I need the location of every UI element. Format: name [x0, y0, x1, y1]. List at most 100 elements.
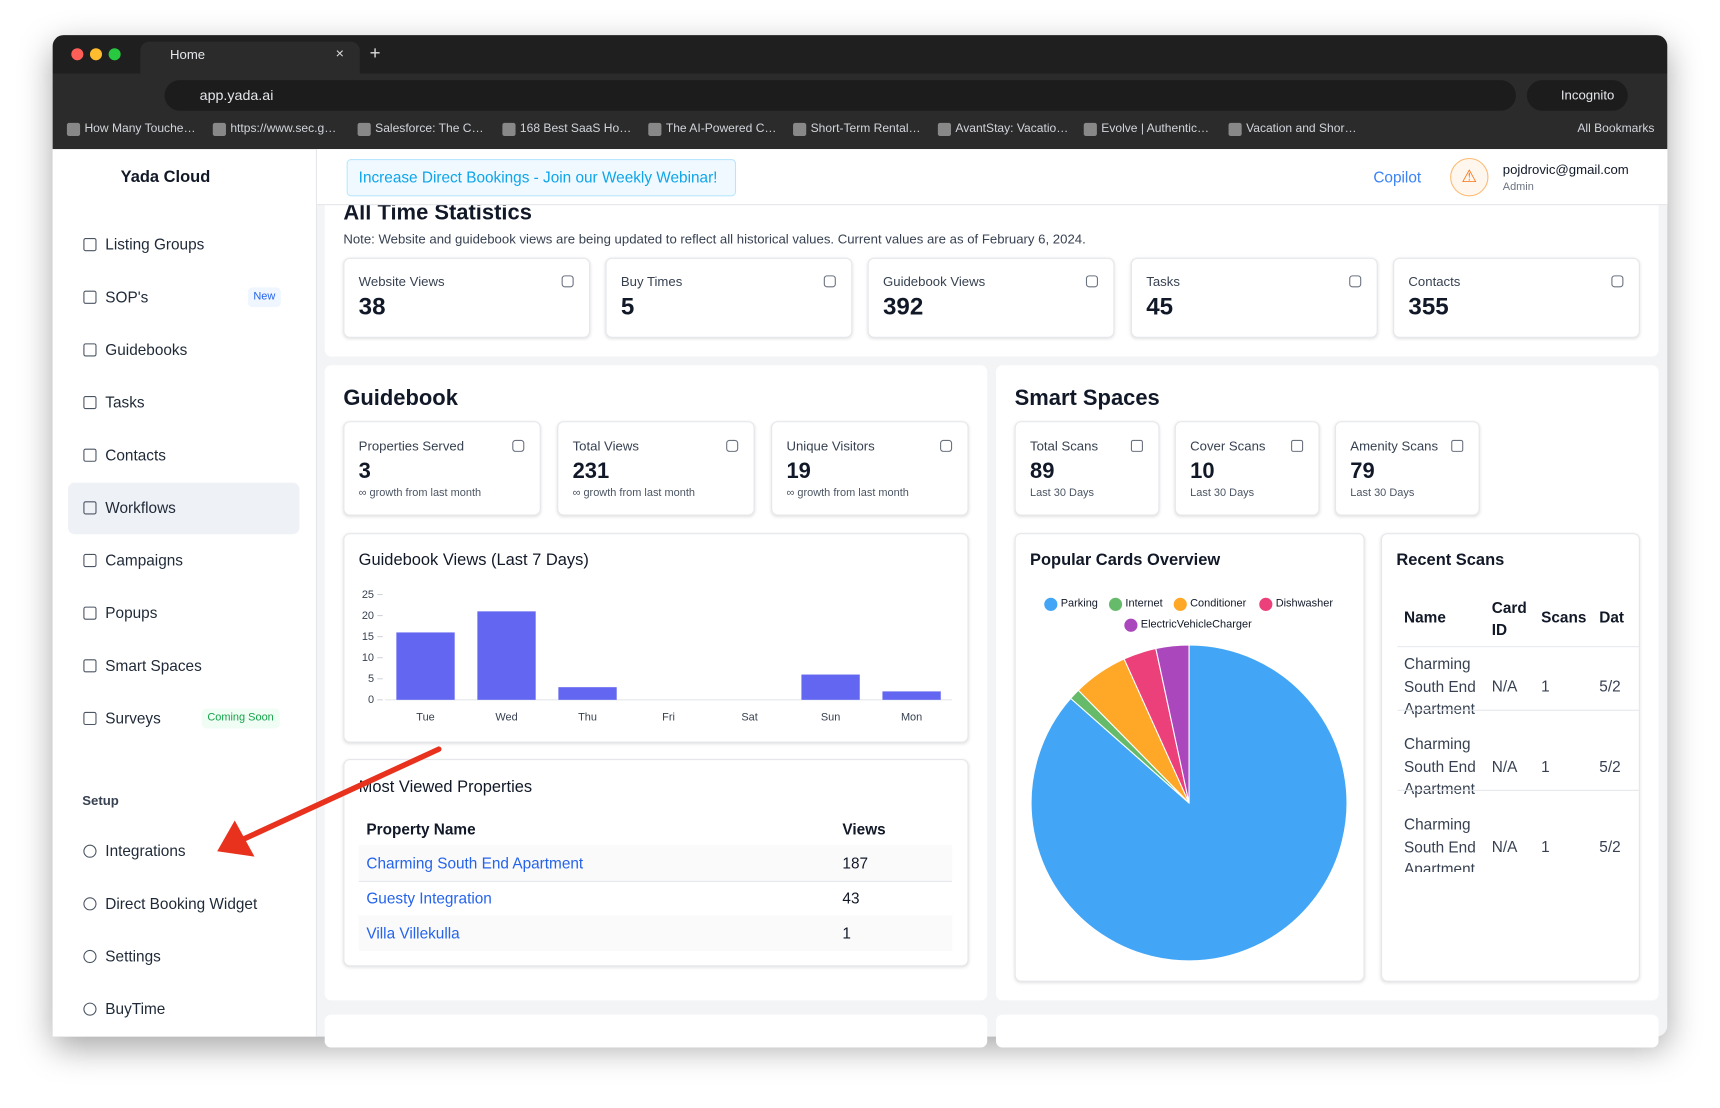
- col-head: Name: [1404, 608, 1446, 626]
- nav-item[interactable]: Smart Spaces: [105, 656, 202, 675]
- close-tab[interactable]: ×: [335, 44, 344, 62]
- nav-icon: [83, 949, 97, 964]
- url: app.yada.ai: [199, 86, 274, 104]
- copilot[interactable]: Copilot: [1373, 168, 1422, 187]
- nav-icon: [83, 659, 97, 673]
- stat-value: 5: [620, 292, 635, 321]
- stat-card: [1130, 257, 1378, 338]
- tab-title: Home: [170, 46, 206, 63]
- stat-label: Website Views: [358, 274, 445, 290]
- table-header: Views: [842, 820, 886, 838]
- scan-name: Charming South End Apartment: [1404, 654, 1476, 718]
- stat-value: 45: [1146, 292, 1174, 321]
- col-head: Card ID: [1491, 598, 1527, 639]
- stat-sub: Last 30 Days: [1350, 487, 1415, 500]
- webinar-text[interactable]: Increase Direct Bookings - Join our Week…: [358, 168, 718, 187]
- webinar-banner[interactable]: [346, 159, 737, 197]
- user-email: pojdrovic@gmail.com: [1502, 162, 1629, 178]
- stat-card: [343, 257, 591, 338]
- stat-icon: [1611, 275, 1624, 288]
- nav-item[interactable]: Direct Booking Widget: [105, 894, 258, 913]
- bookmark[interactable]: https://www.sec.g…: [230, 122, 337, 136]
- scan-name: Charming South End Apartment: [1404, 734, 1476, 798]
- bookmark[interactable]: AvantStay: Vacatio…: [955, 122, 1069, 136]
- property-link[interactable]: Guesty Integration: [366, 889, 492, 907]
- property-link[interactable]: Charming South End Apartment: [366, 854, 584, 872]
- nav-item[interactable]: SOP's: [105, 288, 149, 306]
- scan-cell: N/A: [1491, 757, 1518, 776]
- nav-item[interactable]: Guidebooks: [105, 340, 188, 359]
- nav-item[interactable]: Settings: [105, 947, 161, 965]
- col-head: Scans: [1541, 608, 1587, 626]
- stat-label: Unique Visitors: [786, 438, 875, 454]
- legend-dot: [1173, 597, 1187, 611]
- scan-cell: 1: [1541, 757, 1550, 776]
- bookmark[interactable]: Vacation and Shor…: [1246, 122, 1357, 136]
- nav-item[interactable]: Listing Groups: [105, 235, 205, 253]
- row-rule: [1397, 646, 1640, 648]
- nav-item[interactable]: Popups: [105, 603, 158, 622]
- bookmark[interactable]: Evolve | Authentic…: [1101, 122, 1210, 136]
- stat-icon: [1451, 439, 1464, 452]
- stat-card: [1393, 257, 1640, 338]
- stat-card: [557, 421, 755, 516]
- card-title: Recent Scans: [1396, 550, 1505, 570]
- table-header: Property Name: [366, 820, 476, 838]
- scan-cell: N/A: [1491, 837, 1518, 856]
- nav-item[interactable]: Contacts: [105, 446, 166, 464]
- window-control[interactable]: [108, 48, 121, 61]
- all-bookmarks[interactable]: All Bookmarks: [1577, 122, 1655, 136]
- scans-card: [1380, 533, 1640, 982]
- nav-item[interactable]: Surveys: [105, 709, 161, 727]
- property-link[interactable]: Villa Villekulla: [366, 924, 460, 942]
- bookmark[interactable]: Short-Term Rental…: [810, 122, 921, 136]
- nav-item[interactable]: Integrations: [105, 841, 186, 860]
- stat-icon: [1130, 439, 1143, 452]
- scan-cell: 5/2: [1599, 757, 1621, 776]
- window-control[interactable]: [89, 48, 103, 61]
- address-bar[interactable]: [164, 80, 1516, 111]
- scan-cell: 5/2: [1599, 677, 1621, 695]
- nav-icon: [83, 290, 97, 304]
- stat-label: Buy Times: [620, 274, 683, 290]
- row-rule: [358, 880, 953, 882]
- scan-cell: N/A: [1491, 677, 1518, 695]
- nav-icon: [83, 711, 97, 726]
- bookmark[interactable]: How Many Touche…: [84, 122, 196, 136]
- bookmark-icon: [1228, 122, 1242, 137]
- nav-icon: [83, 343, 97, 357]
- legend-dot: [1108, 597, 1123, 611]
- bookmark[interactable]: 168 Best SaaS Ho…: [519, 122, 632, 136]
- window-control[interactable]: [71, 48, 84, 61]
- stat-label: Cover Scans: [1190, 438, 1266, 454]
- nav-badge: Coming Soon: [201, 708, 280, 729]
- bookmark[interactable]: Salesforce: The C…: [375, 122, 484, 136]
- col-head: Dat: [1599, 608, 1625, 626]
- section-title: Smart Spaces: [1014, 386, 1160, 411]
- bookmark[interactable]: The AI-Powered C…: [665, 122, 777, 136]
- avatar[interactable]: ⚠: [1450, 157, 1489, 197]
- property-views: 187: [842, 854, 869, 872]
- stat-label: Properties Served: [358, 438, 465, 454]
- section-title: Guidebook: [343, 386, 458, 411]
- property-views: 1: [842, 924, 851, 942]
- scan-cell: 1: [1541, 837, 1550, 856]
- stat-label: Tasks: [1146, 274, 1180, 290]
- row-bg: [358, 915, 953, 952]
- legend-dot: [1044, 597, 1058, 611]
- nav-item[interactable]: Tasks: [105, 393, 145, 411]
- tab[interactable]: [140, 41, 360, 74]
- bookmark-icon: [648, 122, 662, 137]
- nav-item[interactable]: Workflows: [105, 498, 176, 517]
- stat-sub: ∞ growth from last month: [786, 487, 909, 500]
- nav-item[interactable]: Campaigns: [105, 551, 183, 569]
- nav-icon: [83, 238, 97, 252]
- nav-icon: [83, 606, 97, 620]
- stat-icon: [940, 439, 953, 452]
- stat-card: [771, 421, 969, 516]
- new-tab[interactable]: +: [369, 42, 381, 64]
- nav-item[interactable]: BuyTime: [105, 999, 166, 1018]
- legend-label: ElectricVehicleCharger: [1140, 618, 1252, 631]
